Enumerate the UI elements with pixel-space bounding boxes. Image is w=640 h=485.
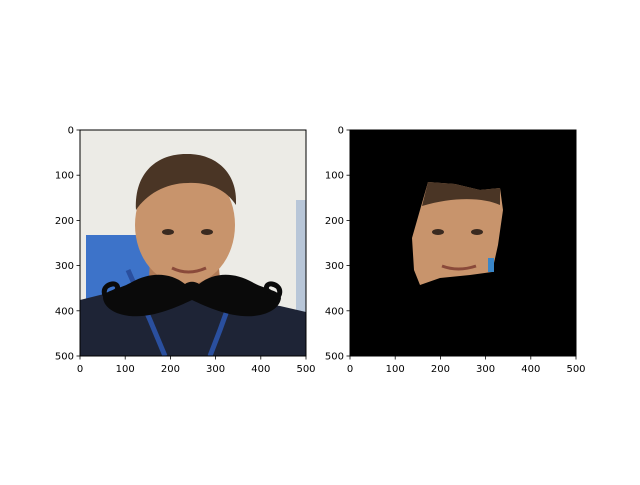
seg-mouth [441, 264, 477, 271]
left-axes-frame [79, 129, 307, 357]
right-photo [350, 130, 576, 356]
right-axes-frame [349, 129, 577, 357]
y-tick-label: 300 [325, 261, 344, 272]
y-tick-label: 400 [325, 306, 344, 317]
y-tick-label: 200 [325, 216, 344, 227]
face [135, 165, 235, 285]
x-tick-label: 300 [206, 364, 225, 375]
segmented-face [412, 182, 503, 285]
x-tick-label: 500 [566, 364, 585, 375]
x-tick-label: 200 [161, 364, 180, 375]
y-tick-label: 0 [338, 126, 344, 137]
x-tick-label: 0 [77, 364, 83, 375]
x-tick-label: 400 [521, 364, 540, 375]
x-tick-label: 100 [386, 364, 405, 375]
x-tick-label: 400 [251, 364, 270, 375]
y-tick-label: 200 [55, 216, 74, 227]
x-tick-label: 500 [296, 364, 315, 375]
right-edge-figure [296, 200, 306, 356]
mustache-icon [103, 274, 281, 317]
y-tick-label: 100 [325, 171, 344, 182]
mustache-left-curl [101, 281, 121, 303]
x-tick-label: 300 [476, 364, 495, 375]
left-photo [80, 130, 306, 356]
y-tick-label: 100 [55, 171, 74, 182]
mustache-right-curl [263, 281, 283, 303]
seg-right-eye [471, 229, 483, 235]
segmented-hair [422, 182, 500, 206]
x-tick-label: 200 [431, 364, 450, 375]
y-tick-label: 500 [55, 352, 74, 363]
y-tick-label: 500 [325, 352, 344, 363]
seg-left-eye [432, 229, 444, 235]
y-tick-label: 300 [55, 261, 74, 272]
right-eye [201, 229, 213, 235]
left-eye [162, 229, 174, 235]
x-tick-label: 0 [347, 364, 353, 375]
seg-neck-blue [488, 258, 494, 272]
hair [135, 153, 237, 210]
y-tick-label: 400 [55, 306, 74, 317]
mouth [171, 266, 207, 274]
y-tick-label: 0 [68, 126, 74, 137]
x-tick-label: 100 [116, 364, 135, 375]
